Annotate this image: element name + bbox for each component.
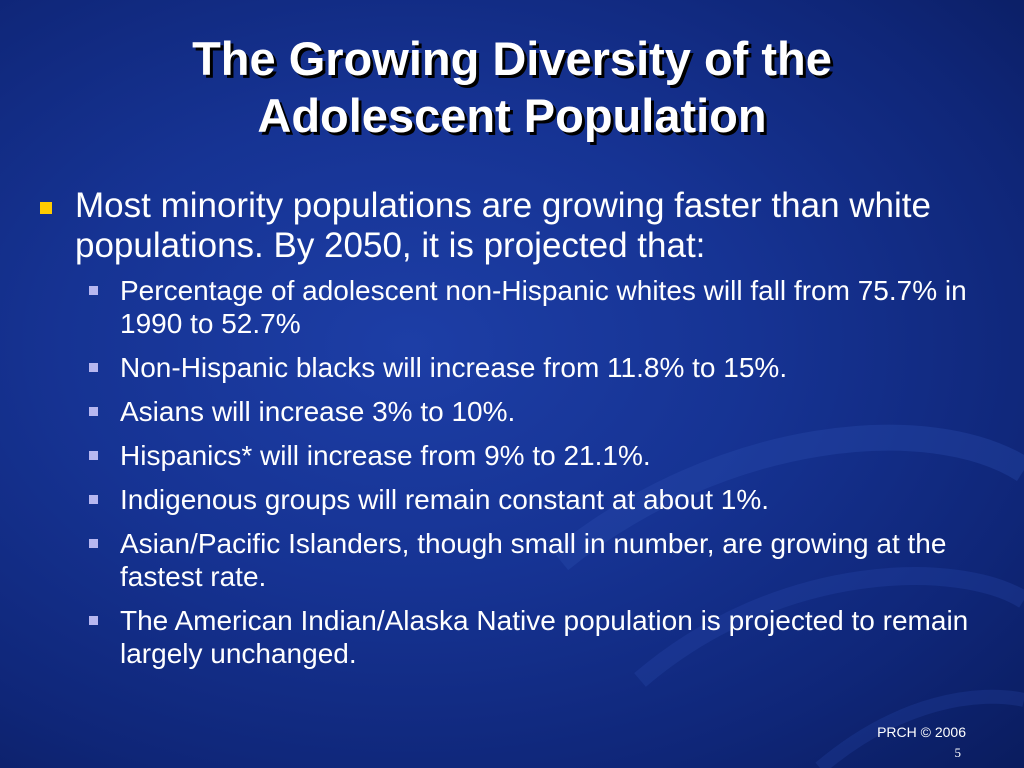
sub-bullet-item: Hispanics* will increase from 9% to 21.1…	[87, 439, 1000, 472]
slide-title: The Growing Diversity of the Adolescent …	[0, 30, 1024, 144]
sub-bullet-text: Asian/Pacific Islanders, though small in…	[120, 528, 947, 592]
sub-bullet-list: Percentage of adolescent non-Hispanic wh…	[36, 274, 996, 670]
sub-bullet-item: Asian/Pacific Islanders, though small in…	[87, 527, 1000, 593]
square-bullet-icon	[89, 363, 98, 372]
sub-bullet-text: The American Indian/Alaska Native popula…	[120, 605, 969, 669]
square-bullet-icon	[89, 495, 98, 504]
square-bullet-icon	[89, 286, 98, 295]
sub-bullet-text: Asians will increase 3% to 10%.	[120, 396, 516, 427]
slide-content: Most minority populations are growing fa…	[36, 186, 996, 681]
sub-bullet-item: Non-Hispanic blacks will increase from 1…	[87, 351, 1000, 384]
sub-bullet-text: Hispanics* will increase from 9% to 21.1…	[120, 440, 651, 471]
main-bullet-item: Most minority populations are growing fa…	[36, 186, 996, 266]
slide-title-line-1: The Growing Diversity of the	[192, 32, 832, 85]
square-bullet-icon	[89, 539, 98, 548]
sub-bullet-text: Non-Hispanic blacks will increase from 1…	[120, 352, 788, 383]
square-bullet-icon	[89, 451, 98, 460]
slide-title-line-2: Adolescent Population	[257, 89, 767, 142]
copyright-footer: PRCH © 2006	[877, 724, 966, 740]
page-number: 5	[954, 745, 962, 760]
square-bullet-icon	[40, 202, 52, 214]
sub-bullet-text: Indigenous groups will remain constant a…	[120, 484, 770, 515]
square-bullet-icon	[89, 407, 98, 416]
sub-bullet-item: Percentage of adolescent non-Hispanic wh…	[87, 274, 1000, 340]
main-bullet-text: Most minority populations are growing fa…	[75, 186, 931, 265]
sub-bullet-item: The American Indian/Alaska Native popula…	[87, 604, 1000, 670]
sub-bullet-item: Indigenous groups will remain constant a…	[87, 483, 1000, 516]
sub-bullet-text: Percentage of adolescent non-Hispanic wh…	[120, 275, 967, 339]
square-bullet-icon	[89, 616, 98, 625]
sub-bullet-item: Asians will increase 3% to 10%.	[87, 395, 1000, 428]
